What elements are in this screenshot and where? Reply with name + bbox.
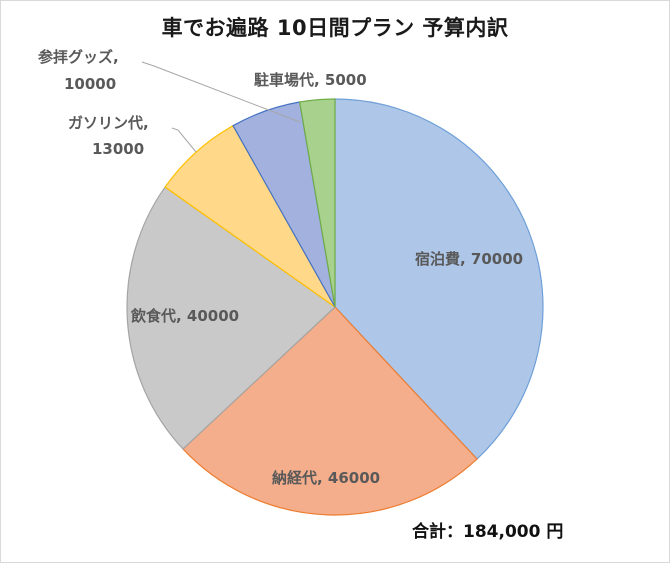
chart-title: 車でお遍路 10日間プラン 予算内訳: [161, 16, 509, 40]
pie-slice: [334, 98, 544, 460]
pie-slice: [126, 186, 336, 450]
label-nokyo: 納経代, 46000: [272, 469, 381, 487]
pie-slice: [182, 306, 478, 516]
leader-line-gasoline: [171, 127, 197, 153]
label-goods-value: 10000: [64, 75, 117, 93]
pie-slice: [298, 98, 336, 308]
leader-line-goods: [141, 61, 301, 123]
label-goods: 参拝グッズ,: [38, 48, 119, 66]
label-gasoline: ガソリン代,: [68, 114, 149, 132]
total-annotation: 合計：184,000 円: [412, 522, 564, 542]
label-parking: 駐車場代, 5000: [254, 71, 367, 89]
label-gasoline-value: 13000: [92, 140, 145, 158]
label-shukuhaku: 宿泊費, 70000: [415, 250, 524, 268]
label-inshoku: 飲食代, 40000: [131, 307, 240, 325]
